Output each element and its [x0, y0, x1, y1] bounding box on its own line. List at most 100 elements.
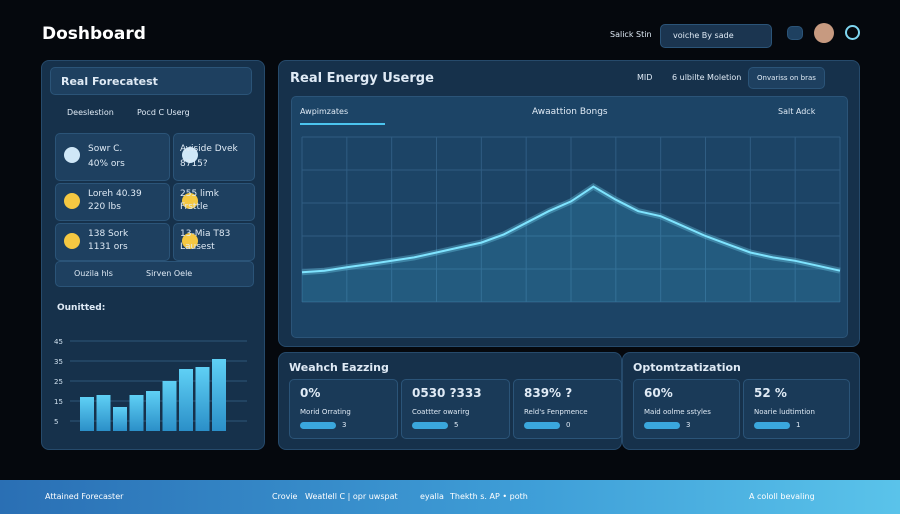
stat-value: 60%	[644, 386, 673, 400]
tab[interactable]: Salt Adck	[778, 107, 816, 116]
stat-label: Maid oolme sstyles	[644, 408, 711, 416]
stat-bar	[524, 422, 560, 429]
link[interactable]: Sirven Oele	[146, 269, 193, 278]
card-label: 255 limk	[180, 189, 220, 199]
line-chart	[301, 136, 841, 303]
bar	[146, 391, 160, 431]
line	[301, 185, 841, 274]
bar	[162, 381, 177, 431]
panel-title: Real Energy Userge	[290, 71, 434, 86]
stat-count: 1	[796, 421, 801, 429]
chart-card: Awpimzates Awaattion Bongs Salt Adck	[291, 96, 848, 338]
tab[interactable]: Pocd C Userg	[137, 108, 190, 117]
card-icon	[64, 233, 80, 249]
bottom-panel: Optomtzatization 60% Maid oolme sstyles 3 52…	[622, 352, 860, 450]
area	[302, 186, 840, 302]
bar	[195, 367, 210, 431]
search-text: voiche By sade	[673, 31, 734, 40]
card-icon	[182, 193, 198, 209]
footer-item[interactable]: Crovie	[272, 492, 298, 501]
card-value: 40% ors	[88, 159, 125, 169]
stat-count: 5	[454, 421, 459, 429]
stat-card: 0% Morid Orrating 3	[289, 379, 398, 439]
bar	[212, 359, 226, 431]
stat-label: Reld's Fenpmence	[524, 408, 588, 416]
card-icon	[64, 147, 80, 163]
option[interactable]: 6 ulbilte Moletion	[672, 73, 742, 82]
bar-chart: 5 15 25 35 45	[54, 338, 247, 431]
panel-title: Optomtzatization	[633, 361, 741, 374]
stat-bar	[300, 422, 336, 429]
card-label: Sowr C.	[88, 144, 123, 154]
stat-count: 3	[342, 421, 347, 429]
stat-value: 52 %	[754, 386, 787, 400]
left-panel: Real Forecatest Deeslestion Pocd C Userg…	[41, 60, 265, 450]
y-tick-label: 15	[54, 398, 63, 406]
bar	[179, 369, 193, 431]
y-tick-label: 45	[54, 338, 63, 346]
card-value: Lausest	[180, 242, 215, 252]
panel-title: Weahch Eazzing	[289, 361, 389, 374]
card: Sowr C. 40% ors	[55, 133, 170, 181]
icon[interactable]	[845, 25, 860, 40]
links: Ouzila hls Sirven Oele	[55, 261, 254, 287]
bar	[96, 395, 111, 431]
stat-label: Morid Orrating	[300, 408, 351, 416]
footer-item[interactable]: eyalla	[420, 492, 444, 501]
button-label: Onvariss on bras	[757, 74, 816, 82]
stat-label: Coattter owarirg	[412, 408, 470, 416]
status: MID	[637, 73, 653, 82]
avatar[interactable]	[814, 23, 834, 43]
tab-underline	[300, 123, 385, 125]
card: 138 Sork 1131 ors	[55, 223, 170, 261]
stat-card: 839% ? Reld's Fenpmence 0	[513, 379, 622, 439]
y-tick-label: 5	[54, 418, 58, 426]
stat-value: 0%	[300, 386, 321, 400]
card-value: 8715?	[180, 159, 208, 169]
card-label: Loreh 40.39	[88, 189, 142, 199]
card-icon	[182, 233, 198, 249]
footer-item[interactable]: A cololl bevaling	[749, 492, 815, 501]
y-tick-label: 25	[54, 378, 63, 386]
footer-item[interactable]: Weatlell C | opr uwspat	[305, 492, 398, 501]
card-value: Frsttle	[180, 202, 209, 212]
stat-card: 52 % Noarie ludtimtion 1	[743, 379, 850, 439]
card-label: 13-Mia T83	[180, 229, 231, 239]
stat-bar	[644, 422, 680, 429]
link[interactable]: Ouzila hls	[74, 269, 113, 278]
card-value: 1131 ors	[88, 242, 128, 252]
stat-bar	[412, 422, 448, 429]
card: Aviside Dvek 8715?	[173, 133, 255, 181]
panel-header[interactable]: Real Forecatest	[50, 67, 252, 95]
tab[interactable]: Deeslestion	[67, 108, 114, 117]
card-label: Aviside Dvek	[180, 144, 238, 154]
card-icon	[182, 147, 198, 163]
card: 13-Mia T83 Lausest	[173, 223, 255, 261]
tab[interactable]: Awaattion Bongs	[532, 107, 608, 117]
footer-item[interactable]: Attained Forecaster	[45, 492, 124, 501]
card: Loreh 40.39 220 lbs	[55, 183, 170, 221]
card-value: 220 lbs	[88, 202, 121, 212]
y-tick-label: 35	[54, 358, 63, 366]
tab[interactable]: Awpimzates	[300, 107, 349, 116]
chart-title: Ounitted:	[57, 303, 106, 313]
card: 255 limk Frsttle	[173, 183, 255, 221]
footer-item[interactable]: Thekth s. AP • poth	[450, 492, 528, 501]
bottom-panel: Weahch Eazzing 0% Morid Orrating 3 0530 ?333…	[278, 352, 622, 450]
panel-title: Real Forecatest	[61, 75, 158, 88]
stat-card: 0530 ?333 Coattter owarirg 5	[401, 379, 510, 439]
card-label: 138 Sork	[88, 229, 129, 239]
user-name: Salick Stin	[610, 30, 652, 39]
bar	[80, 397, 94, 431]
footer: Attained Forecaster Crovie Weatlell C | op…	[0, 480, 900, 514]
card-icon	[64, 193, 80, 209]
stat-value: 0530 ?333	[412, 386, 482, 400]
main-panel: Real Energy Userge MID 6 ulbilte Moletio…	[278, 60, 860, 347]
app-title: Doshboard	[42, 24, 146, 44]
search-box[interactable]: voiche By sade	[660, 24, 772, 48]
button[interactable]: Onvariss on bras	[748, 67, 825, 89]
icon[interactable]	[787, 26, 803, 40]
stat-count: 3	[686, 421, 691, 429]
bar	[113, 407, 127, 431]
